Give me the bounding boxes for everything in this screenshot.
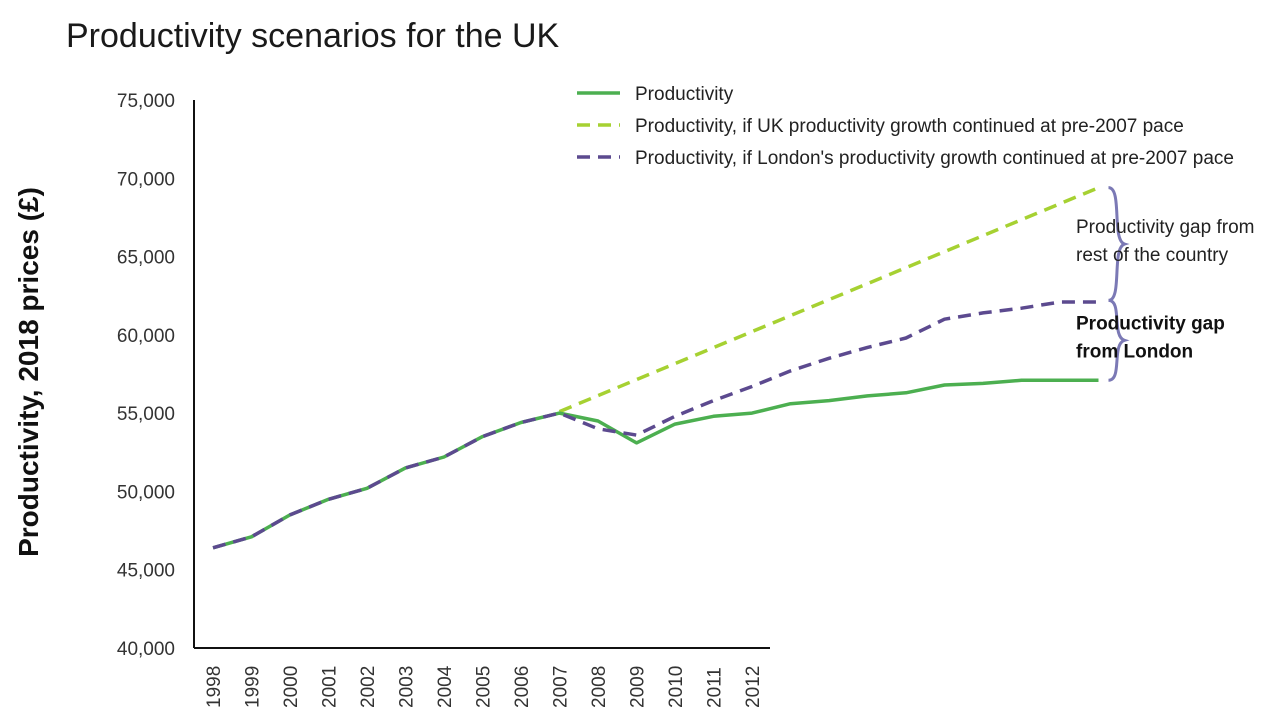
chart-title: Productivity scenarios for the UK <box>66 17 560 55</box>
y-tick-label: 70,000 <box>117 169 175 190</box>
y-axis-ticks: 40,000 45,000 50,000 55,000 60,000 65,000 70,0… <box>117 91 175 660</box>
x-tick-label: 2003 <box>397 666 418 708</box>
gap-braces <box>1107 186 1130 382</box>
y-tick-label: 65,000 <box>117 248 175 269</box>
series-line-3 <box>212 300 1099 550</box>
gap-annotations: Productivity gap from rest of the country… <box>1076 217 1254 362</box>
y-tick-label: 55,000 <box>117 404 175 425</box>
annotation-line: Productivity gap <box>1076 313 1225 334</box>
x-tick-label: 2006 <box>512 666 533 708</box>
gap-brace <box>1107 186 1130 302</box>
x-tick-label: 2010 <box>666 666 687 708</box>
series-line-1 <box>212 378 1099 550</box>
x-tick-label: 1999 <box>243 666 264 708</box>
x-tick-label: 2005 <box>474 666 495 708</box>
y-tick-label: 40,000 <box>117 639 175 660</box>
x-tick-label: 2008 <box>589 666 610 708</box>
x-tick-label: 2000 <box>281 666 302 708</box>
annotation-line: Productivity gap from <box>1076 217 1254 238</box>
legend-label: Productivity, if London's productivity g… <box>635 148 1234 169</box>
x-tick-label: 2011 <box>705 667 726 708</box>
y-tick-label: 75,000 <box>117 91 175 112</box>
legend-label: Productivity <box>635 84 734 105</box>
legend: Productivity Productivity, if UK producti… <box>577 84 1234 169</box>
x-tick-label: 2009 <box>628 666 649 708</box>
y-tick-label: 50,000 <box>117 482 175 503</box>
y-axis-label: Productivity, 2018 prices (£) <box>13 187 44 557</box>
x-tick-label: 2002 <box>358 666 379 708</box>
x-tick-label: 2004 <box>435 665 456 708</box>
x-tick-label: 1998 <box>204 666 225 708</box>
gap-brace <box>1108 298 1130 382</box>
annotation-line: rest of the country <box>1076 245 1229 266</box>
legend-label: Productivity, if UK productivity growth … <box>635 116 1184 137</box>
x-axis-ticks: 1998 1999 2000 2001 2002 2003 2004 2005 2006 2007… <box>204 665 764 708</box>
x-tick-label: 2012 <box>743 666 764 708</box>
x-tick-label: 2001 <box>320 666 341 708</box>
x-tick-label: 2007 <box>551 666 572 708</box>
series-line-2 <box>558 186 1100 414</box>
y-tick-label: 45,000 <box>117 561 175 582</box>
annotation-line: from London <box>1076 341 1193 362</box>
y-tick-label: 60,000 <box>117 326 175 347</box>
series-layer <box>212 186 1100 550</box>
